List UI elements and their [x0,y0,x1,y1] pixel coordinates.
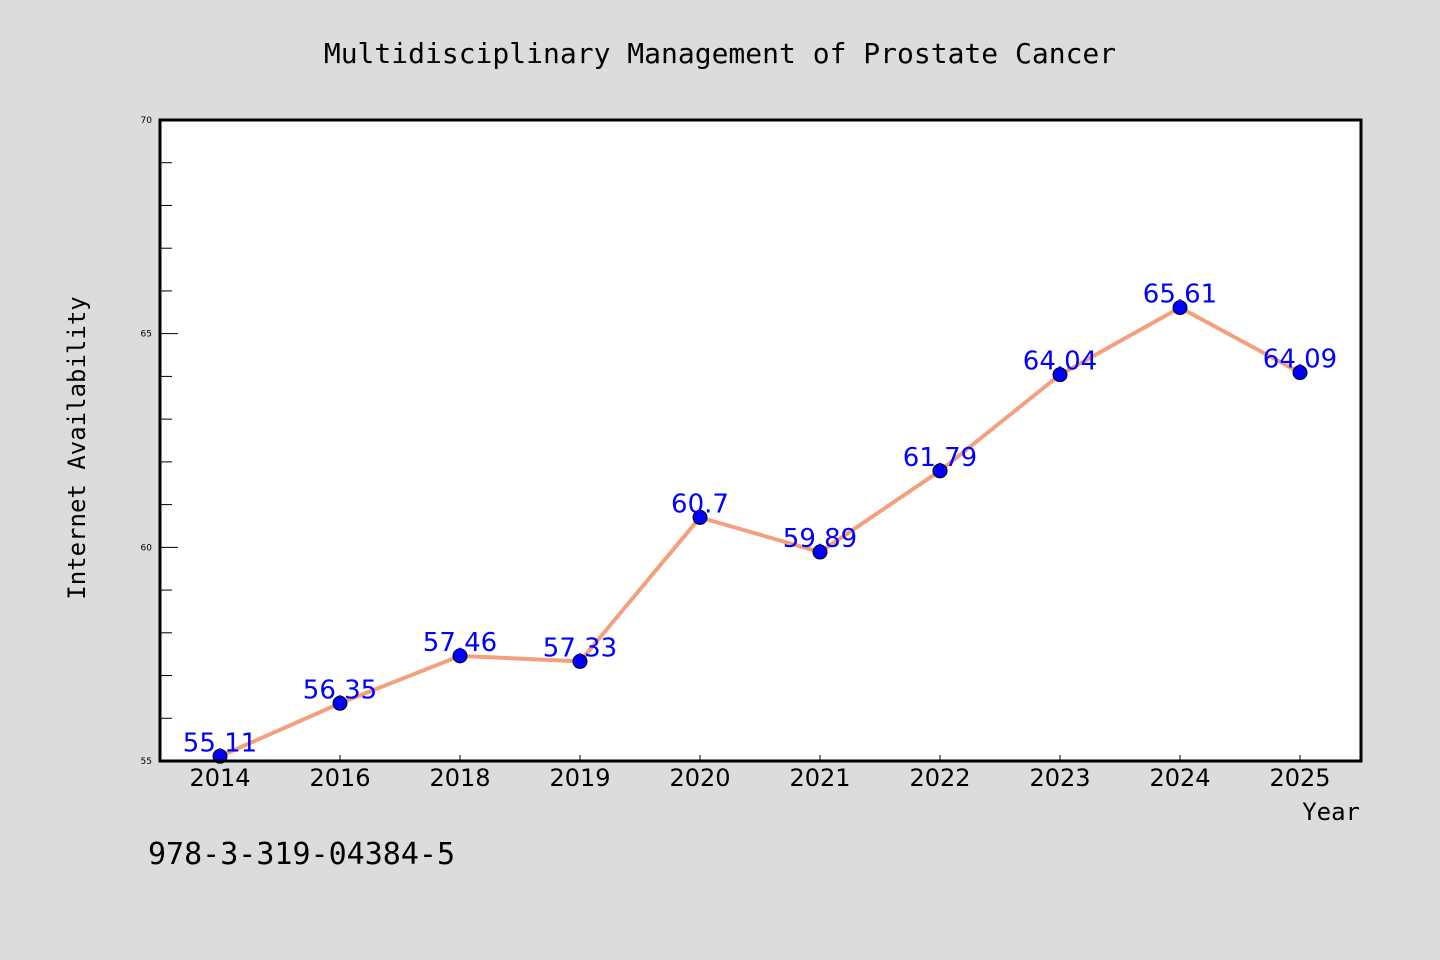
data-point [1292,365,1308,381]
data-label: 57.33 [543,633,617,663]
data-point [932,463,948,479]
data-label: 57.46 [423,628,497,658]
data-label: 64.09 [1263,345,1337,375]
y-axis-label: Internet Availability [63,296,91,599]
x-axis-label: Year [1302,798,1360,826]
data-point [572,653,588,669]
data-markers [212,300,1308,764]
x-tick-label: 2021 [789,764,850,792]
data-labels: 55.11 56.35 57.46 57.33 60.7 59.89 61.79 64.04 6… [183,280,1337,759]
y-minor-ticks [160,162,172,719]
chart-title: Multidisciplinary Management of Prostate… [324,37,1116,70]
data-point [1172,300,1188,316]
y-tick-labels: 55 60 65 70 [141,116,153,767]
y-tick-label: 70 [141,116,153,126]
y-tick-label: 60 [141,543,153,553]
isbn-annotation: 978-3-319-04384-5 [148,837,455,872]
data-label: 65.61 [1143,280,1217,310]
plot-frame [158,118,1363,763]
y-tick-label: 55 [141,757,152,767]
x-tick-label: 2024 [1149,764,1210,792]
x-tick-label: 2023 [1029,764,1090,792]
data-label: 64.04 [1023,347,1097,377]
x-tick-label: 2014 [189,764,250,792]
plot-area [160,120,1361,761]
x-tick-label: 2020 [669,764,730,792]
y-tick-label: 65 [141,330,152,340]
data-point [692,509,708,525]
series-line [218,305,1302,759]
data-label: 56.35 [303,675,377,705]
x-tick-labels: 2014 2016 2018 2019 2020 2021 2022 2023 2024 2025 [189,764,1330,792]
data-point [1052,367,1068,383]
data-label: 55.11 [183,728,257,758]
data-label: 61.79 [903,443,977,473]
data-label: 59.89 [783,524,857,554]
data-point [812,544,828,560]
x-tick-label: 2022 [909,764,970,792]
x-tick-label: 2016 [309,764,370,792]
data-label: 60.7 [671,489,729,519]
x-tick-label: 2025 [1269,764,1330,792]
data-point [452,648,468,664]
x-tick-label: 2018 [429,764,490,792]
x-tick-label: 2019 [549,764,610,792]
data-point [332,695,348,711]
